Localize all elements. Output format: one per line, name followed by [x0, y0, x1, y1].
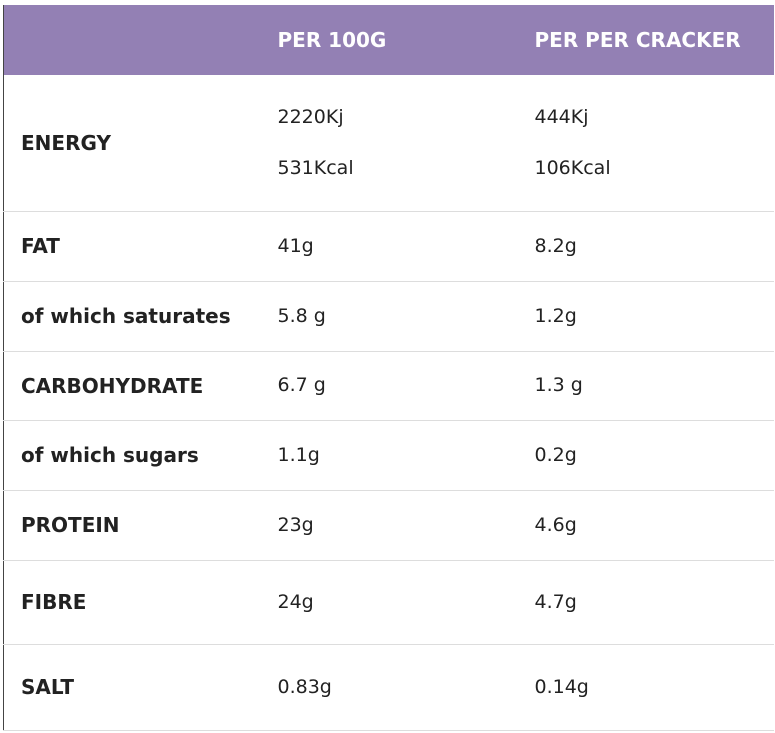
- value-cell: 8.2g: [517, 211, 774, 282]
- header-row: PER 100G PER PER CRACKER: [3, 5, 774, 75]
- value-cell: 0.14g: [517, 644, 774, 731]
- table-row: SALT 0.83g 0.14g: [3, 644, 774, 731]
- value-text: 8.2g: [534, 234, 577, 257]
- value-text: 0.14g: [534, 675, 589, 698]
- value-text: 41g: [277, 234, 314, 257]
- value-text: 0.2g: [534, 443, 577, 466]
- value-cell: 5.8 g: [260, 281, 518, 352]
- row-label: ENERGY: [3, 75, 261, 212]
- value-text: 4.6g: [534, 513, 577, 536]
- value-text: 4.7g: [534, 590, 577, 613]
- value-text: 1.1g: [277, 443, 320, 466]
- row-label: FAT: [3, 211, 261, 282]
- value-text: 5.8 g: [277, 304, 326, 327]
- value-cell: 23g: [260, 490, 518, 561]
- value-cell: 1.2g: [517, 281, 774, 352]
- table-row: of which sugars 1.1g 0.2g: [3, 420, 774, 491]
- value-text: 1.3 g: [534, 374, 583, 396]
- value-cell: 24g: [260, 560, 518, 645]
- value-cell: 0.83g: [260, 644, 518, 731]
- row-label: SALT: [3, 644, 261, 731]
- table-row: CARBOHYDRATE 6.7 g 1.3 g: [3, 351, 774, 421]
- row-label: PROTEIN: [3, 490, 261, 561]
- header-cell: PER PER CRACKER: [517, 5, 774, 75]
- header-cell: PER 100G: [260, 5, 518, 75]
- value-cell: 0.2g: [517, 420, 774, 491]
- table-row: FAT 41g 8.2g: [3, 211, 774, 282]
- table-body: ENERGY 2220Kj 531Kcal 444Kj 106Kcal FAT 41g 8.2…: [3, 75, 774, 731]
- value-cell: 1.3 g: [517, 351, 774, 421]
- value-text: 24g: [277, 590, 314, 613]
- value-cell: 444Kj 106Kcal: [517, 75, 774, 212]
- value-cell: 2220Kj 531Kcal: [260, 75, 518, 212]
- row-label: CARBOHYDRATE: [3, 351, 261, 421]
- row-label: of which sugars: [3, 420, 261, 491]
- row-label: of which saturates: [3, 281, 261, 352]
- table-row: PROTEIN 23g 4.6g: [3, 490, 774, 561]
- value-text: 106Kcal: [534, 156, 611, 179]
- value-text: 6.7 g: [277, 374, 326, 396]
- value-cell: 4.6g: [517, 490, 774, 561]
- header-cell: [3, 5, 261, 75]
- table-row: ENERGY 2220Kj 531Kcal 444Kj 106Kcal: [3, 75, 774, 212]
- value-text: 2220Kj: [277, 105, 344, 128]
- value-text: 0.83g: [277, 675, 332, 698]
- value-text: 444Kj: [534, 105, 589, 128]
- nutrition-table: PER 100G PER PER CRACKER ENERGY 2220Kj 531…: [3, 5, 774, 731]
- value-cell: 41g: [260, 211, 518, 282]
- value-text: 23g: [277, 513, 314, 536]
- table-row: of which saturates 5.8 g 1.2g: [3, 281, 774, 352]
- value-cell: 1.1g: [260, 420, 518, 491]
- value-cell: 4.7g: [517, 560, 774, 645]
- value-text: 531Kcal: [277, 156, 354, 179]
- value-text: 1.2g: [534, 304, 577, 327]
- table-row: FIBRE 24g 4.7g: [3, 560, 774, 645]
- value-cell: 6.7 g: [260, 351, 518, 421]
- row-label: FIBRE: [3, 560, 261, 645]
